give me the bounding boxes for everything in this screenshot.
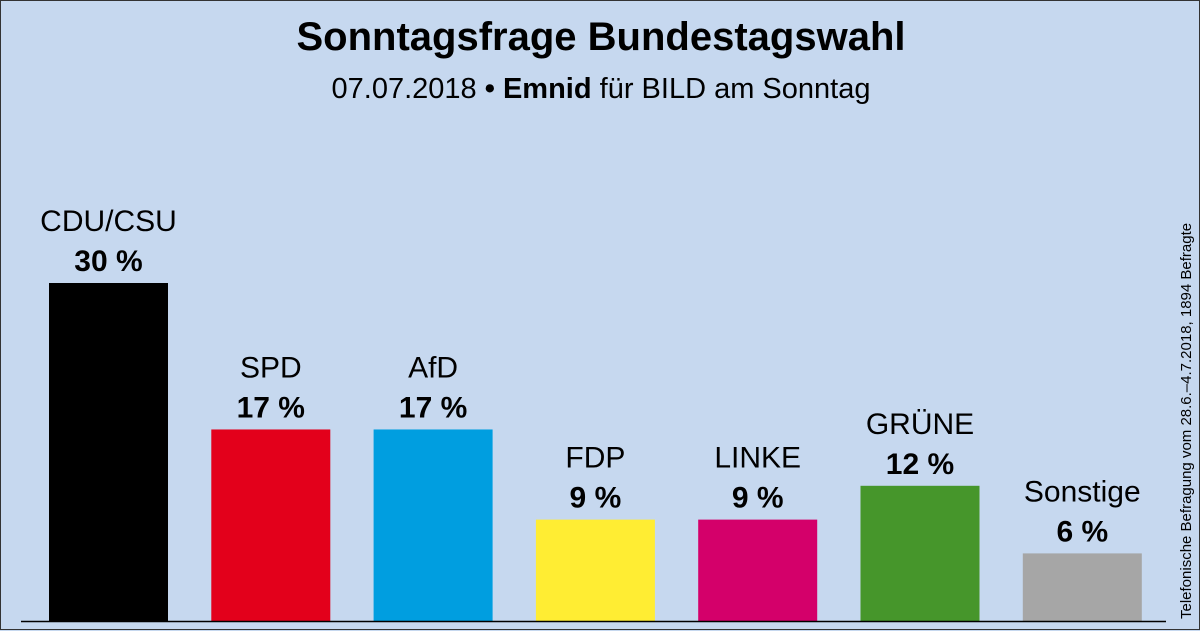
bar-sonstige: [1022, 553, 1142, 621]
bar-fdp: [535, 519, 655, 621]
bar-cdu-csu: [49, 283, 168, 621]
category-label-afd: AfD: [408, 351, 458, 384]
subtitle-client: für BILD am Sonntag: [599, 73, 871, 105]
subtitle-date: 07.07.2018: [331, 73, 477, 105]
category-label-sonstige: Sonstige: [1024, 475, 1141, 508]
chart-subtitle: 07.07.2018 • Emnid für BILD am Sonntag: [1, 73, 1200, 106]
subtitle-institute: Emnid: [502, 73, 592, 105]
value-label-fdp: 9 %: [570, 482, 622, 515]
category-label-linke: LINKE: [714, 442, 801, 475]
value-label-afd: 17 %: [399, 391, 467, 424]
chart-title: Sonntagsfrage Bundestagswahl: [296, 15, 906, 59]
value-label-spd: 17 %: [237, 391, 305, 424]
category-label-gr-ne: GRÜNE: [866, 408, 974, 441]
value-label-linke: 9 %: [732, 482, 784, 515]
category-label-fdp: FDP: [565, 442, 625, 475]
value-label-gr-ne: 12 %: [886, 448, 954, 481]
subtitle-bullet: •: [484, 73, 495, 105]
value-label-sonstige: 6 %: [1056, 515, 1108, 548]
bar-gr-ne: [860, 485, 980, 621]
bar-linke: [698, 519, 818, 621]
value-label-cdu-csu: 30 %: [74, 245, 142, 278]
category-label-cdu-csu: CDU/CSU: [40, 205, 177, 238]
bar-afd: [373, 429, 493, 621]
category-label-spd: SPD: [240, 351, 302, 384]
bar-spd: [211, 429, 331, 621]
